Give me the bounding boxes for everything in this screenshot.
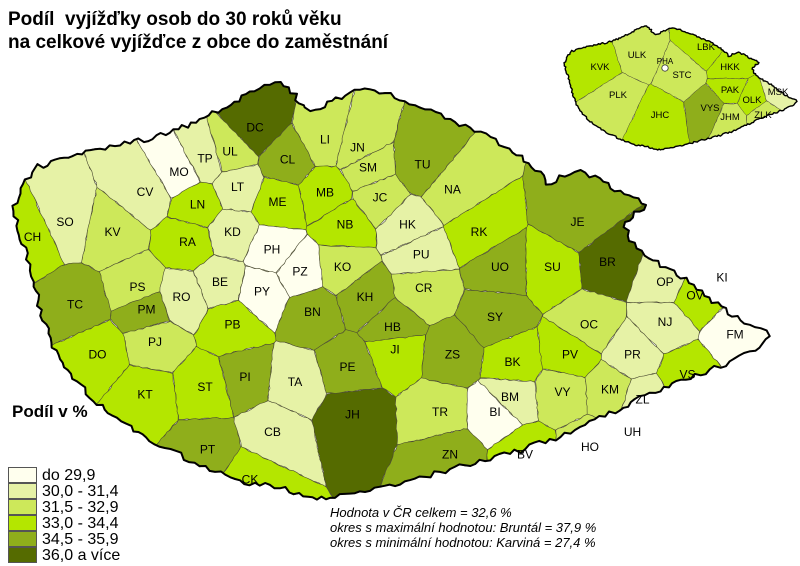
svg-text:ME: ME bbox=[269, 195, 287, 209]
svg-text:UL: UL bbox=[222, 145, 238, 159]
svg-text:LT: LT bbox=[231, 180, 245, 194]
svg-text:PR: PR bbox=[624, 348, 641, 362]
svg-text:KM: KM bbox=[601, 383, 619, 397]
svg-text:BR: BR bbox=[599, 255, 616, 269]
svg-text:ST: ST bbox=[197, 380, 213, 394]
svg-text:JHC: JHC bbox=[651, 110, 670, 121]
svg-text:CH: CH bbox=[24, 230, 41, 244]
svg-text:LBK: LBK bbox=[697, 42, 716, 53]
svg-text:OC: OC bbox=[580, 318, 598, 332]
svg-text:KO: KO bbox=[334, 260, 351, 274]
svg-text:ZL: ZL bbox=[635, 393, 649, 407]
svg-text:PLK: PLK bbox=[609, 90, 628, 101]
svg-text:NJ: NJ bbox=[658, 315, 673, 329]
svg-text:STC: STC bbox=[673, 70, 692, 81]
svg-text:PY: PY bbox=[254, 285, 270, 299]
svg-text:PHA: PHA bbox=[657, 57, 674, 66]
svg-text:JHM: JHM bbox=[720, 112, 740, 123]
svg-text:NA: NA bbox=[444, 183, 461, 197]
svg-text:PS: PS bbox=[129, 280, 145, 294]
svg-text:PV: PV bbox=[562, 348, 578, 362]
svg-text:PJ: PJ bbox=[148, 335, 162, 349]
svg-text:KD: KD bbox=[224, 225, 241, 239]
svg-text:ZS: ZS bbox=[445, 348, 460, 362]
svg-text:SM: SM bbox=[359, 161, 377, 175]
svg-text:ULK: ULK bbox=[628, 50, 647, 61]
svg-text:JC: JC bbox=[373, 191, 388, 205]
svg-text:FM: FM bbox=[726, 328, 743, 342]
svg-text:DO: DO bbox=[89, 348, 107, 362]
svg-text:SU: SU bbox=[544, 260, 561, 274]
svg-text:PM: PM bbox=[138, 303, 156, 317]
svg-text:TR: TR bbox=[432, 405, 448, 419]
svg-text:CL: CL bbox=[280, 153, 296, 167]
svg-text:ZN: ZN bbox=[442, 448, 458, 462]
svg-text:BM: BM bbox=[501, 390, 519, 404]
svg-text:CK: CK bbox=[242, 473, 259, 487]
svg-text:OP: OP bbox=[656, 275, 673, 289]
svg-text:VY: VY bbox=[554, 385, 570, 399]
svg-text:TU: TU bbox=[415, 158, 431, 172]
svg-text:KV: KV bbox=[104, 225, 120, 239]
svg-text:BI: BI bbox=[489, 405, 500, 419]
svg-text:RK: RK bbox=[471, 225, 488, 239]
svg-text:JN: JN bbox=[350, 141, 365, 155]
svg-text:KVK: KVK bbox=[590, 62, 610, 73]
svg-text:BK: BK bbox=[504, 355, 520, 369]
svg-text:MO: MO bbox=[169, 165, 188, 179]
svg-text:NB: NB bbox=[337, 218, 354, 232]
svg-text:UH: UH bbox=[624, 425, 641, 439]
svg-text:HKK: HKK bbox=[720, 62, 740, 73]
svg-text:LN: LN bbox=[190, 198, 205, 212]
svg-text:TA: TA bbox=[288, 375, 302, 389]
svg-text:PU: PU bbox=[413, 248, 430, 262]
svg-text:OLK: OLK bbox=[742, 95, 762, 106]
svg-text:HK: HK bbox=[399, 218, 416, 232]
svg-text:KT: KT bbox=[137, 388, 153, 402]
svg-text:PE: PE bbox=[339, 360, 355, 374]
svg-text:PI: PI bbox=[239, 370, 250, 384]
svg-text:TP: TP bbox=[197, 152, 212, 166]
svg-text:RO: RO bbox=[173, 290, 191, 304]
svg-text:CB: CB bbox=[264, 425, 281, 439]
svg-text:LI: LI bbox=[320, 133, 330, 147]
svg-text:PT: PT bbox=[200, 443, 216, 457]
svg-text:ZLK: ZLK bbox=[754, 110, 772, 121]
svg-text:BN: BN bbox=[304, 305, 321, 319]
svg-text:KI: KI bbox=[716, 271, 727, 285]
svg-text:PH: PH bbox=[264, 243, 281, 257]
svg-text:HO: HO bbox=[581, 440, 599, 454]
svg-text:JH: JH bbox=[345, 408, 360, 422]
svg-text:BV: BV bbox=[517, 448, 533, 462]
svg-text:CV: CV bbox=[137, 185, 154, 199]
svg-text:UO: UO bbox=[491, 260, 509, 274]
svg-text:BE: BE bbox=[212, 275, 228, 289]
svg-text:JI: JI bbox=[390, 343, 399, 357]
svg-text:VS: VS bbox=[679, 368, 695, 382]
svg-text:SO: SO bbox=[56, 215, 73, 229]
svg-text:PAK: PAK bbox=[721, 85, 740, 96]
svg-text:HB: HB bbox=[384, 320, 401, 334]
svg-text:OV: OV bbox=[686, 289, 703, 303]
svg-text:PB: PB bbox=[224, 318, 240, 332]
svg-text:KH: KH bbox=[357, 290, 374, 304]
svg-text:MB: MB bbox=[316, 186, 334, 200]
svg-text:DC: DC bbox=[246, 121, 264, 135]
svg-text:CR: CR bbox=[415, 281, 433, 295]
svg-text:SY: SY bbox=[487, 310, 503, 324]
svg-text:VYS: VYS bbox=[700, 103, 719, 114]
svg-text:RA: RA bbox=[179, 235, 196, 249]
svg-text:JE: JE bbox=[570, 215, 584, 229]
svg-text:MSK: MSK bbox=[768, 87, 789, 98]
svg-text:TC: TC bbox=[67, 298, 83, 312]
svg-text:PZ: PZ bbox=[292, 265, 307, 279]
